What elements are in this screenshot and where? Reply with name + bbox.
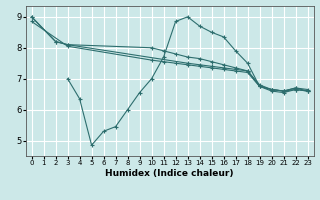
X-axis label: Humidex (Indice chaleur): Humidex (Indice chaleur): [105, 169, 234, 178]
